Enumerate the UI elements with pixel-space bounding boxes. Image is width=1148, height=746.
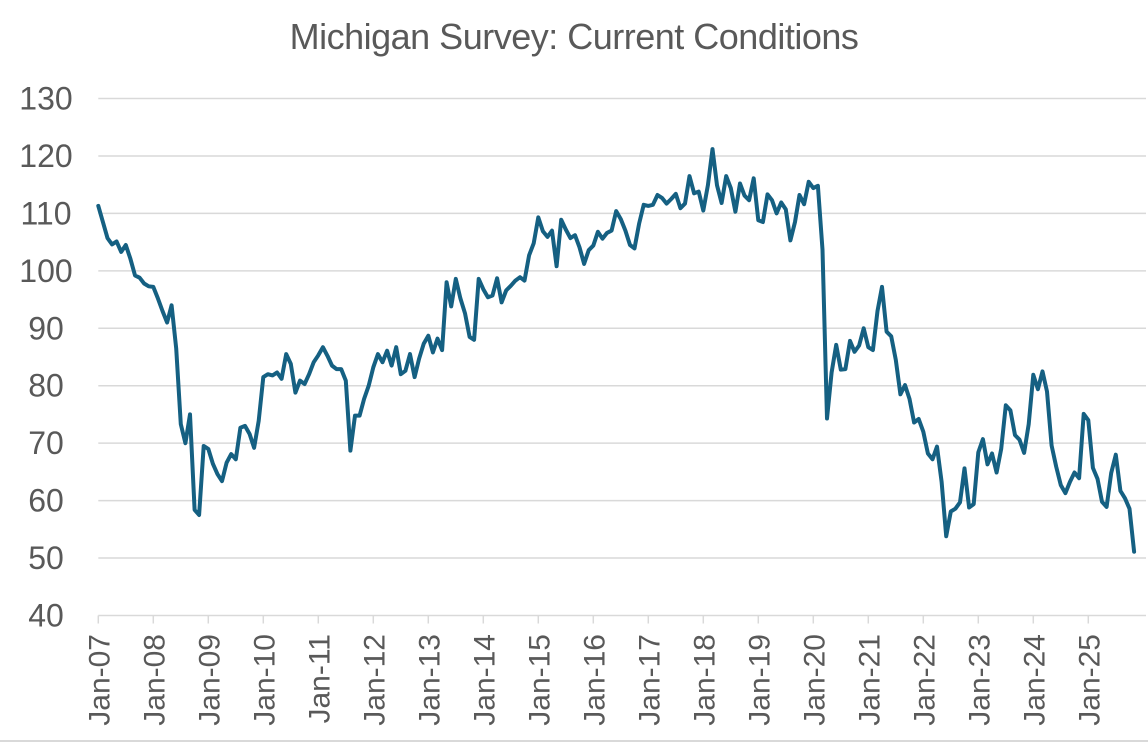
x-tick-label: Jan-18 (688, 634, 721, 726)
x-tick-label: Jan-21 (853, 634, 886, 726)
chart-gridlines (98, 97, 1146, 559)
x-tick-label: Jan-15 (523, 634, 556, 726)
x-axis-tick-labels: Jan-07 Jan-08 Jan-09 Jan-10 Jan-11 Jan-12 Jan-… (83, 634, 1106, 726)
y-tick-label: 80 (28, 368, 64, 404)
x-tick-label: Jan-13 (413, 634, 446, 726)
y-tick-label: 40 (28, 598, 64, 634)
x-tick-label: Jan-10 (248, 634, 281, 726)
y-tick-label: 120 (19, 138, 72, 174)
y-tick-label: 70 (28, 425, 64, 461)
y-tick-label: 50 (28, 540, 64, 576)
x-tick-label: Jan-07 (83, 634, 116, 726)
x-tick-label: Jan-24 (1018, 634, 1051, 726)
y-tick-label: 100 (19, 253, 72, 289)
x-tick-label: Jan-11 (303, 634, 336, 724)
series-line-current-conditions (96, 147, 1137, 554)
x-tick-label: Jan-08 (138, 634, 171, 726)
x-tick-label: Jan-22 (908, 634, 941, 726)
x-tick-label: Jan-20 (798, 634, 831, 726)
chart-title: Michigan Survey: Current Conditions (289, 16, 859, 57)
x-tick-label: Jan-19 (743, 634, 776, 726)
x-axis (97, 614, 1146, 624)
x-tick-label: Jan-09 (193, 634, 226, 726)
x-tick-label: Jan-25 (1073, 634, 1106, 726)
bottom-divider (0, 740, 1148, 742)
x-tick-label: Jan-16 (578, 634, 611, 726)
x-tick-label: Jan-17 (633, 634, 666, 726)
y-tick-label: 130 (19, 81, 72, 117)
y-tick-label: 60 (28, 483, 64, 519)
x-tick-label: Jan-23 (963, 634, 996, 726)
x-tick-label: Jan-12 (358, 634, 391, 726)
y-axis-tick-labels: 130 120 110 100 90 80 70 60 50 40 (19, 81, 72, 634)
x-tick-label: Jan-14 (468, 634, 501, 726)
y-tick-label: 90 (28, 310, 64, 346)
y-tick-label: 110 (20, 195, 71, 231)
